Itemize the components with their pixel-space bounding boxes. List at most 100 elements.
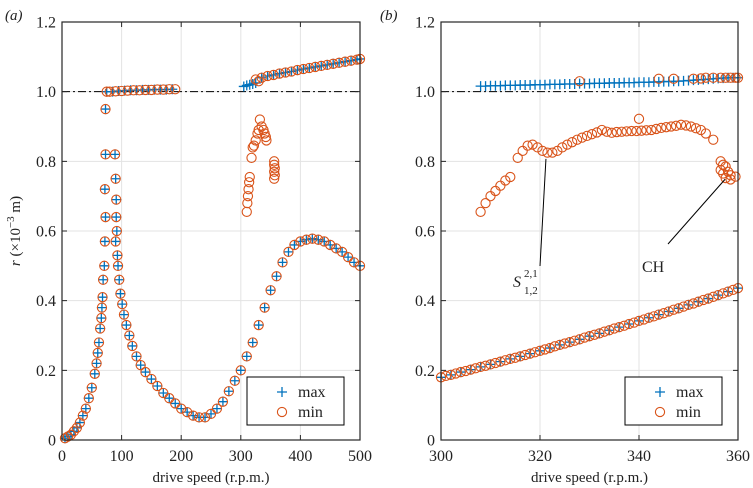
max-marker (117, 299, 128, 310)
min-marker (591, 127, 603, 138)
max-marker (98, 274, 109, 285)
min-marker (322, 59, 333, 70)
min-marker (673, 303, 684, 314)
min-marker (211, 403, 223, 414)
min-marker (96, 302, 108, 313)
min-marker (283, 246, 294, 258)
min-marker (253, 319, 264, 331)
min-marker (65, 429, 77, 440)
min-marker (730, 171, 741, 182)
max-marker (265, 285, 276, 296)
min-marker (223, 386, 235, 397)
min-marker (703, 293, 714, 304)
annotation-line (667, 178, 726, 245)
max-marker (235, 365, 246, 376)
min-marker (542, 147, 553, 158)
max-marker (277, 387, 287, 397)
min-marker (77, 410, 89, 421)
min-marker (668, 304, 679, 315)
x-tick-label: 0 (58, 448, 66, 465)
min-marker (271, 271, 282, 282)
min-marker (269, 159, 280, 170)
min-marker (534, 345, 546, 356)
min-marker (715, 164, 726, 176)
min-marker (100, 211, 111, 223)
max-marker (140, 367, 151, 378)
legend-box (624, 376, 723, 426)
min-marker (109, 149, 121, 160)
min-marker (685, 121, 697, 132)
min-marker (688, 298, 699, 309)
min-marker (606, 127, 617, 138)
min-marker (450, 368, 461, 379)
min-marker (217, 396, 229, 407)
max-marker (301, 234, 312, 245)
min-marker (93, 337, 105, 348)
max-marker (118, 309, 129, 320)
max-marker (310, 61, 321, 72)
min-marker (547, 147, 558, 158)
x-tick-label: 100 (110, 448, 134, 465)
min-marker (152, 380, 163, 392)
annotation-label: S 2,1 1,2 (513, 268, 538, 297)
min-marker (313, 234, 324, 245)
max-marker (262, 70, 273, 81)
min-marker (277, 257, 288, 268)
max-marker (93, 337, 104, 348)
y-tick-label: 0.2 (415, 363, 435, 380)
min-marker (164, 393, 175, 404)
max-marker (247, 337, 258, 348)
max-marker (663, 306, 674, 317)
max-marker (100, 149, 111, 160)
min-marker (253, 76, 264, 87)
y-tick-label: 0.2 (36, 363, 56, 380)
min-marker (668, 73, 679, 84)
min-marker (539, 344, 551, 355)
min-marker (250, 74, 261, 85)
min-marker (626, 125, 637, 137)
min-marker (269, 166, 280, 177)
min-marker (601, 126, 612, 137)
y-label-exp: −3 (5, 216, 17, 228)
min-marker (325, 239, 336, 251)
min-marker (242, 197, 253, 209)
min-marker (241, 351, 252, 362)
min-marker (140, 366, 151, 378)
min-marker (695, 73, 707, 84)
x-tick-label: 400 (288, 448, 312, 465)
min-marker (111, 194, 122, 205)
min-marker (524, 348, 536, 359)
min-marker (485, 191, 496, 202)
min-marker (715, 72, 726, 83)
min-marker (500, 355, 511, 366)
min-marker (269, 156, 280, 167)
min-marker (128, 85, 139, 96)
min-marker (725, 174, 736, 185)
min-marker (124, 330, 135, 341)
max-marker (111, 226, 122, 236)
min-marker (158, 387, 169, 399)
min-marker (256, 72, 267, 83)
min-marker (654, 406, 666, 418)
min-marker (91, 358, 102, 369)
min-marker (199, 412, 211, 423)
min-marker (480, 197, 491, 209)
min-marker (490, 185, 501, 197)
min-marker (117, 298, 128, 310)
max-marker (96, 313, 107, 324)
min-marker (111, 211, 122, 223)
min-marker (170, 84, 181, 95)
min-marker (614, 321, 625, 333)
x-tick-label: 340 (627, 448, 651, 465)
min-marker (621, 126, 632, 137)
min-marker (259, 302, 270, 313)
min-marker (235, 365, 246, 376)
min-marker (544, 342, 556, 354)
min-marker (115, 288, 126, 299)
min-marker (619, 320, 630, 331)
y-label-unit: m) (8, 196, 24, 216)
min-marker (110, 86, 121, 97)
min-marker (89, 368, 100, 379)
max-marker (89, 368, 100, 379)
